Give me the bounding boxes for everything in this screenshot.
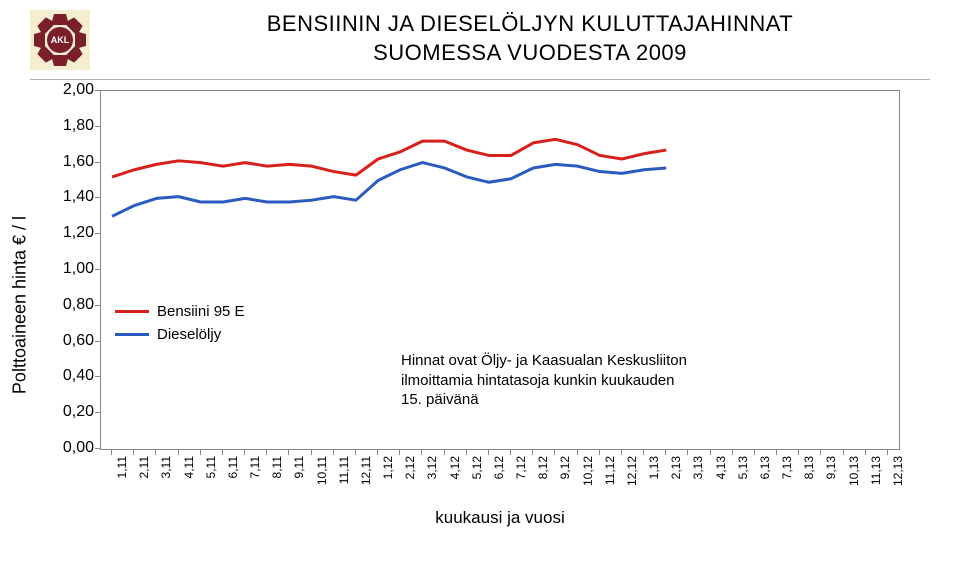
x-tick-label: 8,11: [270, 456, 284, 478]
y-axis-label: Polttoaineen hinta € / l: [10, 216, 31, 394]
x-tick-label: 4,11: [182, 456, 196, 478]
legend-label: Dieselöljy: [157, 326, 221, 343]
x-tick-label: 11,13: [869, 456, 883, 485]
x-axis-label: kuukausi ja vuosi: [100, 508, 900, 528]
series-line: [112, 139, 666, 177]
x-tick-label: 10,12: [581, 456, 595, 486]
x-tick-label: 3,12: [425, 456, 439, 479]
x-tick-label: 3,13: [691, 456, 705, 479]
x-tick-label: 7,11: [248, 456, 262, 478]
legend: Bensiini 95 E Dieselöljy: [107, 291, 253, 355]
title-line-1: BENSIININ JA DIESELÖLJYN KULUTTAJAHINNAT: [130, 10, 930, 39]
x-tick-label: 8,13: [802, 456, 816, 479]
x-tick-label: 7,13: [780, 456, 794, 479]
y-tick-label: 1,00: [63, 260, 94, 278]
x-tick-label: 1,13: [647, 456, 661, 479]
y-tick-label: 1,60: [63, 153, 94, 171]
y-tick-label: 1,80: [63, 117, 94, 135]
legend-swatch: [115, 333, 149, 336]
divider: [30, 79, 930, 80]
title-line-2: SUOMESSA VUODESTA 2009: [130, 39, 930, 68]
annotation-line-3: 15. päivänä: [401, 390, 687, 410]
x-tick-label: 9,13: [824, 456, 838, 479]
x-tick-label: 2,12: [403, 456, 417, 479]
legend-swatch: [115, 310, 149, 313]
x-tick-label: 8,12: [536, 456, 550, 479]
x-tick-label: 9,12: [558, 456, 572, 479]
y-tick-label: 1,20: [63, 224, 94, 242]
x-tick-label: 4,13: [714, 456, 728, 479]
y-tick-label: 0,00: [63, 439, 94, 457]
x-tick-label: 3,11: [159, 456, 173, 478]
y-tick-label: 2,00: [63, 81, 94, 99]
x-tick-label: 2,13: [669, 456, 683, 479]
x-tick-label: 11,12: [603, 456, 617, 485]
x-tick-label: 12,12: [625, 456, 639, 486]
x-tick-label: 5,13: [736, 456, 750, 479]
x-tick-label: 7,12: [514, 456, 528, 479]
x-tick-label: 11,11: [337, 456, 351, 484]
x-tick-label: 10,11: [315, 456, 329, 485]
y-tick-label: 0,80: [63, 296, 94, 314]
y-tick-label: 1,40: [63, 188, 94, 206]
chart: Polttoaineen hinta € / l 0,000,200,400,6…: [30, 90, 930, 520]
x-tick-label: 5,12: [470, 456, 484, 479]
legend-item: Dieselöljy: [115, 326, 245, 343]
annotation-line-1: Hinnat ovat Öljy- ja Kaasualan Keskuslii…: [401, 351, 687, 371]
y-tick-label: 0,60: [63, 332, 94, 350]
x-tick-label: 6,12: [492, 456, 506, 479]
x-tick-label: 2,11: [137, 456, 151, 478]
svg-text:AKL: AKL: [51, 35, 70, 45]
series-line: [112, 163, 666, 217]
x-tick-label: 6,13: [758, 456, 772, 479]
x-tick-label: 1,12: [381, 456, 395, 479]
page-title: BENSIININ JA DIESELÖLJYN KULUTTAJAHINNAT…: [130, 10, 930, 67]
annotation: Hinnat ovat Öljy- ja Kaasualan Keskuslii…: [401, 351, 687, 410]
y-tick-label: 0,20: [63, 403, 94, 421]
header: AKL BENSIININ JA DIESELÖLJYN KULUTTAJAHI…: [0, 0, 960, 75]
x-tick-label: 9,11: [292, 456, 306, 478]
y-ticks: 0,000,200,400,600,801,001,201,401,601,80…: [30, 90, 100, 450]
annotation-line-2: ilmoittamia hintatasoja kunkin kuukauden: [401, 371, 687, 391]
x-tick-label: 10,13: [847, 456, 861, 486]
plot-area: Bensiini 95 E Dieselöljy Hinnat ovat Öljy…: [100, 90, 900, 450]
x-tick-label: 1,11: [115, 456, 129, 478]
x-tick-label: 6,11: [226, 456, 240, 478]
x-ticks: 1,11 2,11 3,11 4,11 5,11 6,11 7,11 8,11 9,11 10,1…: [100, 450, 900, 510]
x-tick-label: 5,11: [204, 456, 218, 478]
legend-label: Bensiini 95 E: [157, 303, 245, 320]
x-tick-label: 4,12: [448, 456, 462, 479]
akl-logo: AKL: [30, 10, 90, 70]
y-tick-label: 0,40: [63, 367, 94, 385]
x-tick-label: 12,11: [359, 456, 373, 485]
legend-item: Bensiini 95 E: [115, 303, 245, 320]
x-tick-label: 12,13: [891, 456, 905, 486]
